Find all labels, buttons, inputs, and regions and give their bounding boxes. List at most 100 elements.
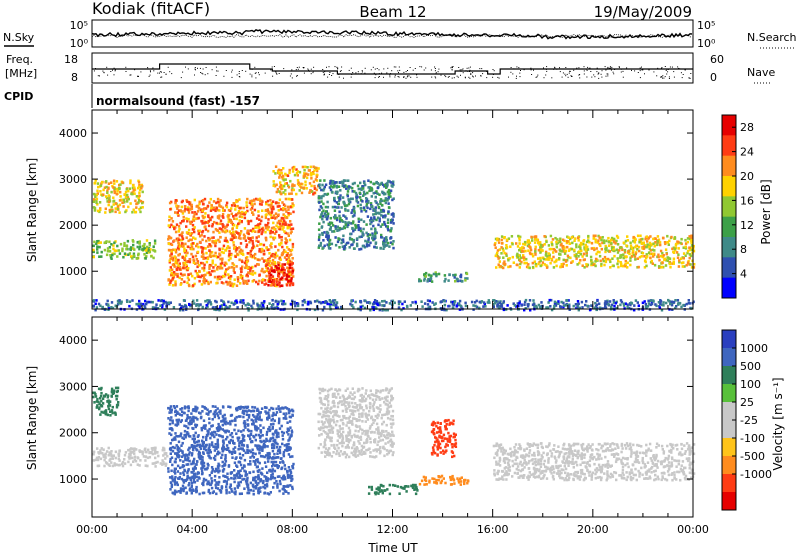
- heatmap-cell: [657, 301, 661, 304]
- heatmap-cell: [459, 304, 462, 308]
- heatmap-cell: [291, 170, 295, 173]
- heatmap-cell: [267, 258, 270, 262]
- heatmap-cell: [447, 279, 450, 282]
- heatmap-cell: [364, 192, 367, 196]
- heatmap-cell: [574, 237, 577, 240]
- heatmap-cell: [255, 428, 258, 432]
- heatmap-cell: [212, 456, 216, 460]
- heatmap-cell: [199, 303, 202, 306]
- heatmap-cell: [242, 253, 245, 256]
- heatmap-cell: [273, 269, 276, 272]
- heatmap-cell: [129, 453, 132, 457]
- heatmap-cell: [633, 304, 636, 307]
- heatmap-cell: [321, 231, 324, 235]
- heatmap-cell: [478, 306, 481, 310]
- heatmap-cell: [224, 236, 227, 240]
- nave-point: [339, 70, 341, 72]
- heatmap-cell: [167, 238, 170, 241]
- heatmap-cell: [586, 263, 590, 267]
- heatmap-cell: [300, 182, 303, 186]
- heatmap-cell: [324, 300, 328, 303]
- heatmap-cell: [558, 248, 562, 252]
- nave-point: [165, 73, 167, 75]
- heatmap-cell: [123, 462, 127, 465]
- nave-point: [562, 72, 564, 74]
- heatmap-cell: [482, 301, 486, 304]
- heatmap-cell: [290, 303, 293, 306]
- nave-point: [492, 74, 494, 75]
- heatmap-cell: [322, 202, 325, 206]
- heatmap-cell: [244, 279, 247, 283]
- heatmap-cell: [636, 234, 640, 238]
- nave-point: [648, 69, 650, 71]
- heatmap-cell: [154, 456, 157, 460]
- heatmap-cell: [279, 258, 282, 261]
- heatmap-cell: [257, 477, 260, 481]
- nave-point: [410, 76, 412, 78]
- heatmap-cell: [185, 217, 188, 220]
- heatmap-cell: [171, 463, 174, 467]
- nave-point: [337, 67, 339, 69]
- nave-point: [340, 73, 342, 75]
- heatmap-cell: [169, 208, 172, 211]
- heatmap-cell: [138, 247, 141, 251]
- heatmap-cell: [578, 245, 581, 249]
- heatmap-cell: [296, 302, 300, 306]
- nave-point: [360, 73, 362, 75]
- heatmap-cell: [210, 486, 214, 490]
- nave-point: [510, 71, 512, 73]
- heatmap-cell: [595, 247, 598, 250]
- heatmap-cell: [167, 417, 170, 420]
- heatmap-cell: [168, 218, 171, 222]
- nave-point: [662, 77, 663, 79]
- heatmap-cell: [185, 306, 188, 309]
- heatmap-cell: [228, 266, 231, 269]
- heatmap-cell: [281, 201, 284, 204]
- heatmap-cell: [173, 226, 176, 230]
- heatmap-cell: [179, 283, 182, 286]
- heatmap-cell: [108, 246, 111, 249]
- heatmap-cell: [634, 299, 638, 302]
- heatmap-cell: [234, 250, 238, 253]
- heatmap-cell: [322, 209, 325, 213]
- heatmap-cell: [653, 263, 657, 267]
- heatmap-cell: [193, 230, 196, 234]
- heatmap-cell: [457, 302, 461, 305]
- heatmap-cell: [274, 284, 277, 287]
- heatmap-cell: [229, 257, 232, 260]
- heatmap-cell: [222, 441, 225, 445]
- heatmap-cell: [323, 179, 326, 182]
- nave-point: [596, 71, 598, 73]
- heatmap-cell: [115, 397, 118, 401]
- heatmap-cell: [528, 245, 531, 248]
- heatmap-cell: [118, 199, 122, 202]
- heatmap-cell: [279, 277, 283, 281]
- heatmap-cell: [121, 464, 125, 468]
- heatmap-cell: [184, 207, 187, 211]
- heatmap-cell: [443, 274, 447, 277]
- heatmap-cell: [534, 304, 538, 308]
- heatmap-cell: [349, 186, 352, 189]
- heatmap-cell: [138, 464, 141, 467]
- nave-point: [159, 72, 160, 74]
- heatmap-cell: [406, 305, 409, 309]
- heatmap-cell: [329, 226, 332, 229]
- nave-point: [298, 66, 300, 68]
- nave-point: [607, 67, 609, 69]
- nave-point: [296, 75, 298, 77]
- heatmap-cell: [227, 254, 231, 258]
- heatmap-cell: [613, 249, 616, 253]
- heatmap-cell: [605, 239, 608, 243]
- heatmap-cell: [202, 202, 205, 206]
- heatmap-cell: [122, 205, 125, 208]
- heatmap-cell: [585, 251, 588, 255]
- heatmap-cell: [361, 244, 365, 248]
- heatmap-cell: [278, 281, 281, 284]
- nave-point: [327, 76, 329, 78]
- nave-point: [609, 66, 611, 68]
- heatmap-cell: [218, 209, 221, 212]
- heatmap-cell: [263, 483, 267, 487]
- heatmap-cell: [387, 212, 390, 215]
- heatmap-cell: [665, 301, 668, 305]
- y-tick-label: 2000: [59, 219, 87, 232]
